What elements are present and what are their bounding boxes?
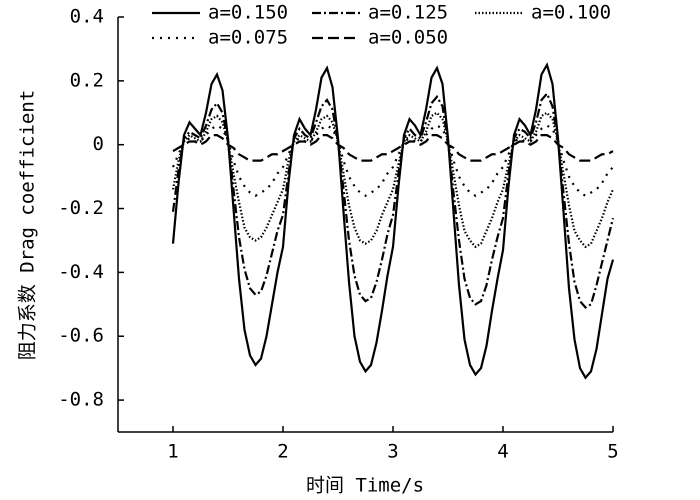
y-tick-label: -0.6	[58, 325, 104, 347]
y-tick-label: 0	[93, 133, 104, 155]
legend-label: a=0.075	[208, 27, 288, 49]
legend-label: a=0.125	[368, 2, 448, 24]
x-tick-label: 3	[387, 441, 398, 463]
legend-label: a=0.150	[208, 2, 288, 24]
y-tick-label: 0.4	[70, 6, 104, 28]
series-line	[171, 91, 615, 309]
x-axis-label: 时间 Time/s	[306, 475, 424, 497]
x-tick-label: 1	[167, 441, 178, 463]
y-axis-label: 阻力系数 Drag coefficient	[17, 90, 39, 360]
y-tick-label: 0.2	[70, 69, 104, 91]
y-tick-label: -0.8	[58, 389, 104, 411]
series-line	[172, 134, 614, 162]
x-tick-label: 4	[497, 441, 508, 463]
legend-label: a=0.100	[531, 2, 611, 24]
y-tick-label: -0.4	[58, 261, 104, 283]
legend-label: a=0.050	[368, 27, 448, 49]
series-line	[171, 124, 614, 198]
series-line	[171, 111, 615, 249]
y-tick-label: -0.2	[58, 197, 104, 219]
x-tick-label: 5	[607, 441, 618, 463]
x-tick-label: 2	[277, 441, 288, 463]
series-line	[171, 62, 615, 380]
